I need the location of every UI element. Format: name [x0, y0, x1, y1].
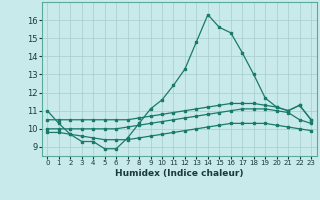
X-axis label: Humidex (Indice chaleur): Humidex (Indice chaleur): [115, 169, 244, 178]
